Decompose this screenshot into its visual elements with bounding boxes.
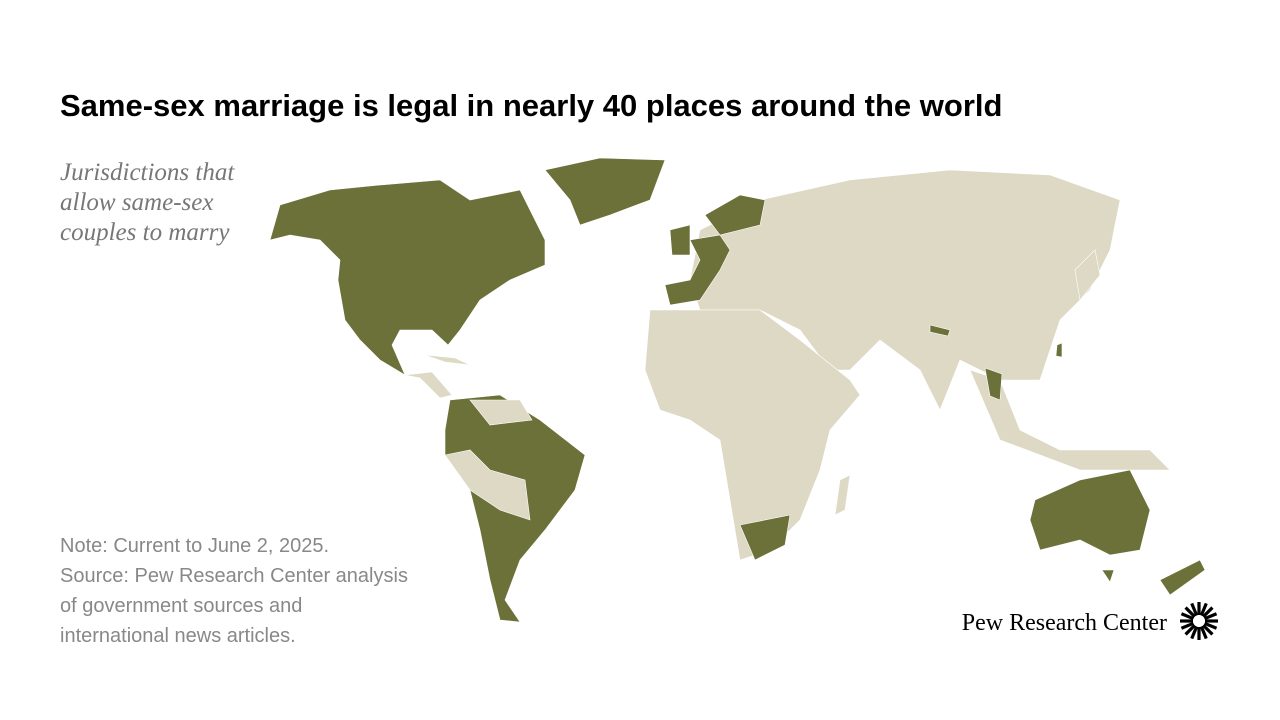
nordics — [704, 194, 766, 236]
legend: Jurisdictions that allow same-sex couples … — [60, 159, 235, 246]
nepal — [929, 324, 951, 337]
venezuela — [469, 399, 533, 426]
japan — [1074, 249, 1101, 301]
logo-ray — [1199, 625, 1208, 640]
thailand — [984, 367, 1003, 401]
legend-line: Jurisdictions that — [60, 159, 235, 186]
note-line: international news articles. — [60, 625, 296, 647]
taiwan — [1055, 342, 1063, 358]
logo-ray — [1180, 621, 1195, 630]
logo-text: Pew Research Center — [962, 610, 1167, 636]
logo-ray — [1199, 602, 1208, 617]
tasmania — [1101, 569, 1115, 583]
logo-ray — [1202, 624, 1214, 636]
logo-icon — [1180, 602, 1218, 640]
logo-ray — [1190, 625, 1199, 640]
logo-ray — [1184, 606, 1196, 618]
new-zealand — [1159, 559, 1206, 596]
legend-line: couples to marry — [60, 219, 230, 246]
logo-ray — [1184, 624, 1196, 636]
logo-ray — [1203, 621, 1218, 630]
logo-ray — [1180, 612, 1195, 621]
title: Same-sex marriage is legal in nearly 40 … — [60, 88, 1002, 123]
western-europe — [664, 234, 731, 306]
greenland — [544, 157, 666, 226]
note-line: Note: Current to June 2, 2025. — [60, 535, 329, 557]
note: Note: Current to June 2, 2025. Source: Pe… — [60, 535, 408, 647]
legend-line: allow same-sex — [60, 189, 213, 216]
north-america — [269, 179, 546, 376]
central-america — [404, 371, 453, 399]
south-africa — [739, 514, 791, 561]
madagascar — [834, 474, 851, 516]
southeast-asia — [969, 369, 1171, 471]
peru-bolivia — [444, 449, 531, 521]
australia — [1029, 469, 1151, 556]
logo-ray — [1202, 606, 1214, 618]
logo-ray — [1203, 612, 1218, 621]
logo-ray — [1190, 602, 1199, 617]
uk-ireland — [669, 224, 691, 256]
caribbean — [424, 354, 471, 366]
world-map — [269, 157, 1206, 623]
note-line: Source: Pew Research Center analysis — [60, 565, 408, 587]
note-line: of government sources and — [60, 595, 302, 617]
